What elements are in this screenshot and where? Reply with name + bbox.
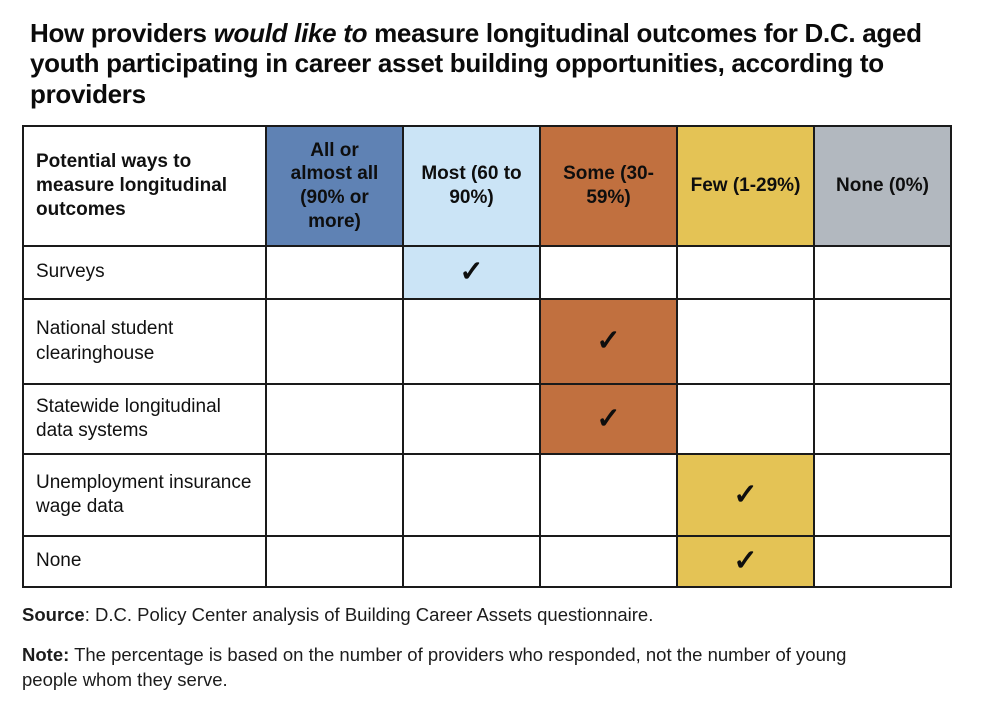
column-header: Most (60 to 90%) [402, 125, 541, 248]
checked-cell: ✓ [539, 298, 678, 386]
source-label: Source [22, 604, 85, 626]
table-header: Potential ways to measure longitudinal o… [22, 125, 952, 248]
empty-cell [402, 383, 541, 456]
checkmark-icon: ✓ [596, 325, 621, 358]
table-row: Unemployment insurance wage data ✓ [22, 453, 952, 538]
row-label: Unemployment insurance wage data [22, 453, 267, 538]
table-row: Statewide longitudinal data systems ✓ [22, 383, 952, 456]
empty-cell [539, 453, 678, 538]
empty-cell [265, 453, 404, 538]
empty-cell [539, 535, 678, 589]
title-text-italic: would like to [213, 18, 368, 48]
table-row: National student clearinghouse ✓ [22, 298, 952, 386]
empty-cell [402, 535, 541, 589]
checked-cell: ✓ [676, 535, 815, 589]
empty-cell [676, 245, 815, 301]
empty-cell [676, 298, 815, 386]
empty-cell [265, 298, 404, 386]
checked-cell: ✓ [539, 383, 678, 456]
checkmark-icon: ✓ [733, 545, 758, 578]
column-header: Few (1-29%) [676, 125, 815, 248]
checkmark-icon: ✓ [733, 478, 758, 511]
column-header: All or almost all (90% or more) [265, 125, 404, 248]
empty-cell [265, 535, 404, 589]
source-text: : D.C. Policy Center analysis of Buildin… [84, 604, 654, 626]
checkmark-icon: ✓ [459, 256, 484, 289]
table-row: Surveys ✓ [22, 245, 952, 301]
row-label: None [22, 535, 267, 589]
empty-cell [813, 535, 952, 589]
empty-cell [676, 383, 815, 456]
checkmark-icon: ✓ [596, 402, 621, 435]
checked-cell: ✓ [402, 245, 541, 301]
empty-cell [265, 383, 404, 456]
row-label: National student clearinghouse [22, 298, 267, 386]
empty-cell [813, 245, 952, 301]
corner-header: Potential ways to measure longitudinal o… [22, 125, 267, 248]
empty-cell [813, 453, 952, 538]
empty-cell [813, 298, 952, 386]
header-row: Potential ways to measure longitudinal o… [22, 125, 952, 248]
row-label: Statewide longitudinal data systems [22, 383, 267, 456]
methodology-note: Note: The percentage is based on the num… [22, 643, 902, 693]
checked-cell: ✓ [676, 453, 815, 538]
column-header: None (0%) [813, 125, 952, 248]
table-row: None ✓ [22, 535, 952, 589]
source-note: Source: D.C. Policy Center analysis of B… [22, 603, 902, 628]
title-text-prefix: How providers [30, 18, 214, 48]
empty-cell [813, 383, 952, 456]
table-body: Surveys ✓ National student clearinghouse ✓ S… [22, 245, 952, 589]
title-text-suffix: measure longitudinal outcomes for D.C. a… [30, 18, 922, 109]
empty-cell [402, 298, 541, 386]
note-label: Note: [22, 644, 70, 666]
empty-cell [265, 245, 404, 301]
row-label: Surveys [22, 245, 267, 301]
note-text: The percentage is based on the number of… [22, 644, 847, 691]
empty-cell [539, 245, 678, 301]
empty-cell [402, 453, 541, 538]
figure-title: How providers would like to measure long… [30, 18, 922, 109]
column-header: Some (30-59%) [539, 125, 678, 248]
outcomes-table: Potential ways to measure longitudinal o… [22, 125, 952, 589]
